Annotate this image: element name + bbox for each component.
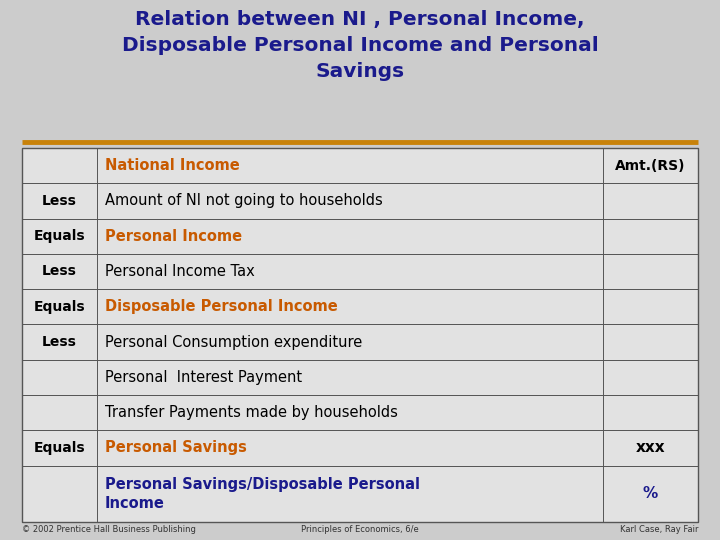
Text: Less: Less	[42, 335, 77, 349]
Text: Personal Consumption expenditure: Personal Consumption expenditure	[105, 335, 362, 349]
Text: © 2002 Prentice Hall Business Publishing: © 2002 Prentice Hall Business Publishing	[22, 525, 196, 534]
Text: National Income: National Income	[105, 158, 240, 173]
Bar	[22, 183, 698, 219]
Text: %: %	[643, 487, 658, 501]
Text: Disposable Personal Income and Personal: Disposable Personal Income and Personal	[122, 36, 598, 55]
Text: Transfer Payments made by households: Transfer Payments made by households	[105, 405, 398, 420]
Text: Relation between NI , Personal Income,: Relation between NI , Personal Income,	[135, 10, 585, 29]
Text: Less: Less	[42, 194, 77, 208]
Bar	[22, 325, 698, 360]
Bar	[22, 219, 698, 254]
Bar	[22, 395, 698, 430]
Text: Amt.(RS): Amt.(RS)	[616, 159, 685, 173]
Bar	[22, 465, 698, 522]
Text: Personal Income: Personal Income	[105, 229, 242, 244]
Text: Karl Case, Ray Fair: Karl Case, Ray Fair	[619, 525, 698, 534]
Bar	[22, 430, 698, 465]
Text: Equals: Equals	[34, 441, 85, 455]
Text: Equals: Equals	[34, 300, 85, 314]
Text: Amount of NI not going to households: Amount of NI not going to households	[105, 193, 383, 208]
Bar	[22, 289, 698, 325]
Text: Personal  Interest Payment: Personal Interest Payment	[105, 370, 302, 385]
Text: Savings: Savings	[315, 62, 405, 81]
Text: xxx: xxx	[636, 441, 665, 455]
Text: Personal Savings/Disposable Personal
Income: Personal Savings/Disposable Personal Inc…	[105, 477, 420, 511]
Text: Less: Less	[42, 265, 77, 279]
Text: Personal Savings: Personal Savings	[105, 441, 247, 455]
Bar	[22, 148, 698, 522]
Bar	[22, 360, 698, 395]
Text: Disposable Personal Income: Disposable Personal Income	[105, 299, 338, 314]
Text: Principles of Economics, 6/e: Principles of Economics, 6/e	[301, 525, 419, 534]
Bar	[22, 148, 698, 183]
Text: Personal Income Tax: Personal Income Tax	[105, 264, 255, 279]
Text: Equals: Equals	[34, 229, 85, 243]
Bar	[22, 254, 698, 289]
